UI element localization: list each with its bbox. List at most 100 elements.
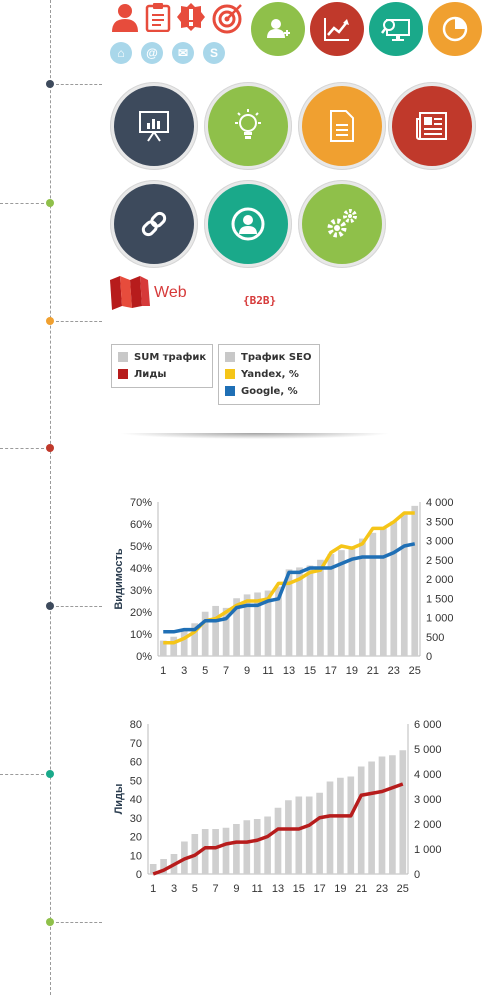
legend-item: Трафик SEO <box>225 350 311 364</box>
bar <box>400 513 408 656</box>
bar <box>254 592 261 656</box>
leads-chart: 0 10 20 30 40 50 60 70 80 0 1 000 2 000 3 000 4 000 5 … <box>113 719 442 895</box>
timeline-connector <box>56 84 102 85</box>
y-right-tick-label: 1 000 <box>426 613 454 625</box>
x-tick-label: 19 <box>346 665 358 677</box>
legend-swatch <box>225 369 235 379</box>
timeline-dot <box>46 918 54 926</box>
link-button[interactable] <box>110 180 198 268</box>
bar <box>285 569 293 656</box>
bar <box>243 820 251 874</box>
y-axis-label: Лиды <box>113 784 125 815</box>
x-tick-label: 15 <box>304 665 316 677</box>
y-right-tick-label: 4 000 <box>414 769 442 781</box>
pie-chart-icon[interactable] <box>428 2 482 56</box>
timeline-connector <box>0 774 44 775</box>
y-right-tick-label: 0 <box>414 869 420 881</box>
idea-button[interactable] <box>204 82 292 170</box>
legend-swatch <box>225 386 235 396</box>
timeline-connector <box>56 922 102 923</box>
at-icon[interactable]: @ <box>141 42 163 64</box>
bar <box>233 598 240 656</box>
y-left-tick-label: 80 <box>130 719 142 731</box>
legend-item: SUM трафик <box>118 350 206 364</box>
presentation-button[interactable] <box>110 82 198 170</box>
x-tick-label: 25 <box>409 665 421 677</box>
legend-swatch <box>118 352 128 362</box>
skype-icon[interactable]: S <box>203 42 225 64</box>
link-icon <box>114 184 194 264</box>
news-button[interactable] <box>388 82 476 170</box>
bar <box>222 607 230 656</box>
y-right-tick-label: 2 000 <box>414 819 442 831</box>
y-right-tick-label: 4 000 <box>426 497 454 509</box>
visibility-chart: 0% 10% 20% 30% 40% 50% 60% 70% 0 500 1 000 1 500 2 0… <box>113 497 454 677</box>
x-tick-label: 23 <box>376 883 388 895</box>
clipboard-icon <box>144 2 172 33</box>
timeline-dot <box>46 80 54 88</box>
settings-button[interactable] <box>298 180 386 268</box>
x-tick-label: 17 <box>313 883 325 895</box>
bar <box>347 776 355 874</box>
bar <box>160 859 167 874</box>
y-left-tick-label: 0 <box>136 869 142 881</box>
legend-item: Yandex, % <box>225 367 299 381</box>
x-tick-label: 11 <box>251 883 262 895</box>
y-right-tick-label: 0 <box>426 651 432 663</box>
presentation-icon <box>114 86 194 166</box>
bar <box>379 527 387 656</box>
series-line <box>163 542 416 634</box>
y-left-tick-label: 0% <box>136 651 152 663</box>
y-right-tick-label: 2 000 <box>426 574 454 586</box>
bar <box>316 792 323 874</box>
bar <box>222 827 230 874</box>
bar <box>212 829 219 874</box>
y-right-tick-label: 3 000 <box>426 536 454 548</box>
x-tick-label: 21 <box>355 883 367 895</box>
bar <box>295 796 303 874</box>
home-icon[interactable]: ⌂ <box>110 42 132 64</box>
bar <box>369 532 377 656</box>
y-axis-label: Видимость <box>113 548 125 610</box>
legend-label: Yandex, % <box>241 368 299 380</box>
timeline-connector <box>56 321 102 322</box>
profile-button[interactable] <box>204 180 292 268</box>
mail-icon[interactable]: ✉ <box>172 42 194 64</box>
bar <box>201 829 209 874</box>
x-tick-label: 5 <box>192 883 198 895</box>
add-user-icon[interactable] <box>251 2 305 56</box>
y-left-tick-label: 10 <box>130 850 142 862</box>
x-tick-label: 9 <box>244 665 250 677</box>
user-icon <box>110 2 140 32</box>
legend-label: Лиды <box>134 368 167 380</box>
legend-leads: SUM трафик Лиды <box>111 344 213 388</box>
shadow-divider <box>120 426 390 439</box>
document-button[interactable] <box>298 82 386 170</box>
user-profile-icon <box>208 184 288 264</box>
bar <box>359 538 366 656</box>
y-left-tick-label: 50% <box>130 541 152 553</box>
bar <box>378 756 386 874</box>
legend-visibility: Трафик SEO Yandex, % Google, % <box>218 344 320 405</box>
bar <box>305 796 313 874</box>
y-left-tick-label: 60% <box>130 519 152 531</box>
bar <box>149 864 157 874</box>
y-left-tick-label: 40 <box>130 794 142 806</box>
x-tick-label: 1 <box>160 665 166 677</box>
bar <box>390 521 398 656</box>
bar <box>191 623 199 656</box>
bar <box>326 781 334 874</box>
x-tick-label: 17 <box>325 665 337 677</box>
y-left-tick-label: 20 <box>130 832 142 844</box>
x-tick-label: 19 <box>334 883 346 895</box>
timeline-dot <box>46 444 54 452</box>
bar <box>327 553 335 656</box>
y-right-tick-label: 3 500 <box>426 516 454 528</box>
monitor-search-icon[interactable] <box>369 2 423 56</box>
bar <box>285 800 292 874</box>
y-left-tick-label: 60 <box>130 757 142 769</box>
bar <box>296 567 303 656</box>
growth-chart-icon[interactable] <box>310 2 364 56</box>
bar <box>399 750 407 874</box>
y-right-tick-label: 500 <box>426 632 444 644</box>
